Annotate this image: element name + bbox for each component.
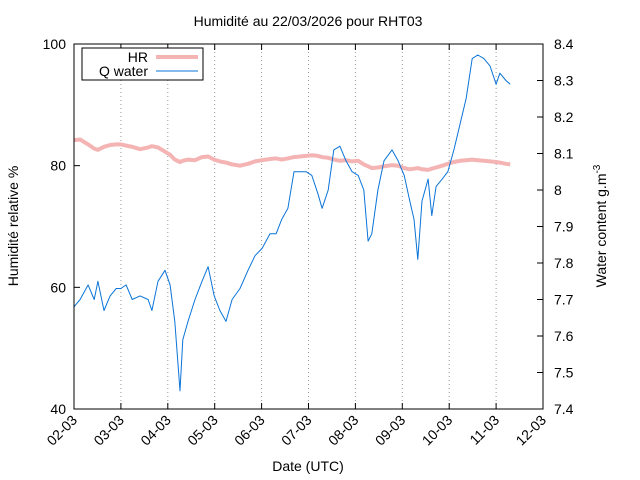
x-tick-label: 03-03 [90, 412, 127, 449]
y2-axis-label: Water content g.m-3 [592, 164, 609, 287]
chart-title: Humidité au 22/03/2026 pour RHT03 [194, 13, 423, 29]
x-axis-label: Date (UTC) [272, 458, 344, 474]
y2-tick-label: 8.2 [554, 109, 574, 125]
y2-tick-label: 8.4 [554, 36, 574, 52]
y2-tick-label: 7.4 [554, 401, 574, 417]
plot-frame [73, 43, 544, 410]
line-series [73, 54, 511, 392]
x-tick-label: 08-03 [325, 412, 362, 449]
legend-label: HR [128, 49, 148, 65]
legend-label: Q water [99, 63, 148, 79]
x-tick-label: 02-03 [43, 412, 80, 449]
y2-tick-label: 8.3 [554, 73, 574, 89]
x-tick-label: 06-03 [231, 412, 268, 449]
y-tick-label: 100 [43, 36, 67, 52]
legend-box [81, 47, 204, 81]
y2-tick-label: 7.9 [554, 219, 574, 235]
y2-tick-label: 8 [554, 182, 562, 198]
y-tick-label: 80 [50, 158, 66, 174]
line-series [73, 137, 511, 172]
y2-tick-label: 7.5 [554, 365, 574, 381]
y2-tick-label: 7.6 [554, 328, 574, 344]
x-tick-label: 09-03 [372, 412, 409, 449]
y-tick-label: 60 [50, 279, 66, 295]
y2-axis-label-text: Water content g.m [593, 174, 609, 288]
y2-tick-label: 7.8 [554, 255, 574, 271]
y-axis-label: Humidité relative % [5, 166, 21, 287]
x-tick-label: 11-03 [466, 412, 502, 448]
x-tick-label: 10-03 [419, 412, 456, 449]
y2-tick-label: 7.7 [554, 292, 574, 308]
y2-axis-label-sup: -3 [592, 164, 603, 173]
x-tick-label: 05-03 [184, 412, 221, 449]
x-tick-label: 04-03 [137, 412, 174, 449]
x-tick-label: 07-03 [278, 412, 315, 449]
x-tick-label: 12-03 [512, 412, 549, 449]
y2-tick-label: 8.1 [554, 146, 574, 162]
y-tick-label: 40 [50, 401, 66, 417]
